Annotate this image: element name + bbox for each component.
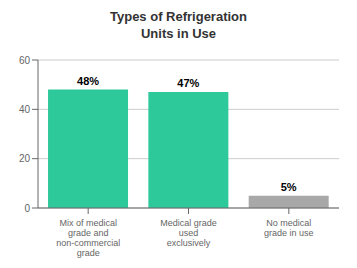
svg-text:No medicalgrade in use: No medicalgrade in use	[264, 218, 314, 238]
svg-text:48%: 48%	[77, 75, 99, 87]
svg-text:Medical gradeusedexclusively: Medical gradeusedexclusively	[160, 218, 217, 248]
svg-text:5%: 5%	[281, 181, 297, 193]
html-text:Types of Refrigeration: Types of Refrigeration	[110, 9, 247, 24]
svg-text:0: 0	[24, 203, 30, 214]
svg-text:40: 40	[19, 104, 31, 115]
svg-text:60: 60	[19, 55, 31, 66]
html-text:Units in Use: Units in Use	[140, 26, 217, 41]
svg-text:20: 20	[19, 153, 31, 164]
svg-text:Mix of medicalgrade andnon-com: Mix of medicalgrade andnon-commercialgra…	[56, 218, 120, 258]
svg-text:47%: 47%	[177, 77, 199, 89]
